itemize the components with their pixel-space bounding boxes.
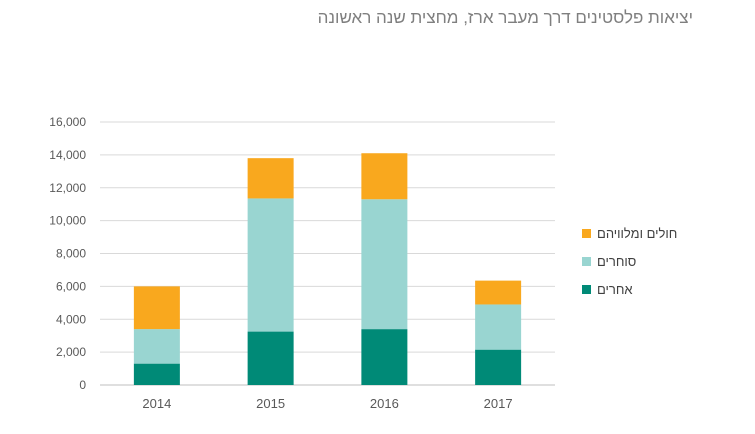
bar-2016-series-1: [361, 199, 408, 330]
y-tick-label: 6,000: [56, 279, 86, 293]
legend-label-others: אחרים: [597, 281, 633, 297]
y-tick-label: 0: [79, 378, 86, 392]
x-tick-label: 2017: [484, 396, 513, 411]
legend-item-merchants: סוחרים: [582, 253, 677, 269]
x-tick-label: 2016: [370, 396, 399, 411]
bar-2016-series-2: [361, 153, 408, 200]
y-tick-label: 8,000: [56, 247, 86, 261]
legend-item-others: אחרים: [582, 281, 677, 297]
bar-2017-series-2: [475, 280, 522, 305]
bar-2017-series-1: [475, 304, 522, 350]
bar-2015-series-1: [247, 198, 294, 332]
chart-legend: חולים ומלוויהם סוחרים אחרים: [582, 226, 677, 310]
bar-2014-series-2: [133, 286, 180, 330]
x-tick-label: 2015: [256, 396, 285, 411]
x-tick-label: 2014: [142, 396, 171, 411]
legend-swatch-merchants: [582, 256, 591, 266]
y-tick-label: 14,000: [49, 148, 86, 162]
legend-swatch-others: [582, 284, 591, 294]
bar-2014-series-1: [133, 329, 180, 364]
chart-title: יציאות פלסטינים דרך מעבר ארז, מחצית שנה …: [317, 8, 693, 27]
legend-label-merchants: סוחרים: [597, 253, 637, 269]
y-tick-label: 4,000: [56, 312, 86, 326]
y-tick-label: 10,000: [49, 214, 86, 228]
bar-2016-series-0: [361, 329, 408, 385]
legend-item-patients: חולים ומלוויהם: [582, 225, 678, 241]
y-tick-label: 2,000: [56, 345, 86, 359]
legend-label-patients: חולים ומלוויהם: [597, 225, 678, 241]
y-tick-label: 16,000: [49, 115, 86, 129]
y-tick-label: 12,000: [49, 181, 86, 195]
legend-swatch-patients: [582, 228, 591, 238]
bar-2015-series-0: [247, 331, 294, 385]
bar-2015-series-2: [247, 158, 294, 199]
bar-2017-series-0: [475, 349, 522, 385]
bar-2014-series-0: [133, 363, 180, 385]
